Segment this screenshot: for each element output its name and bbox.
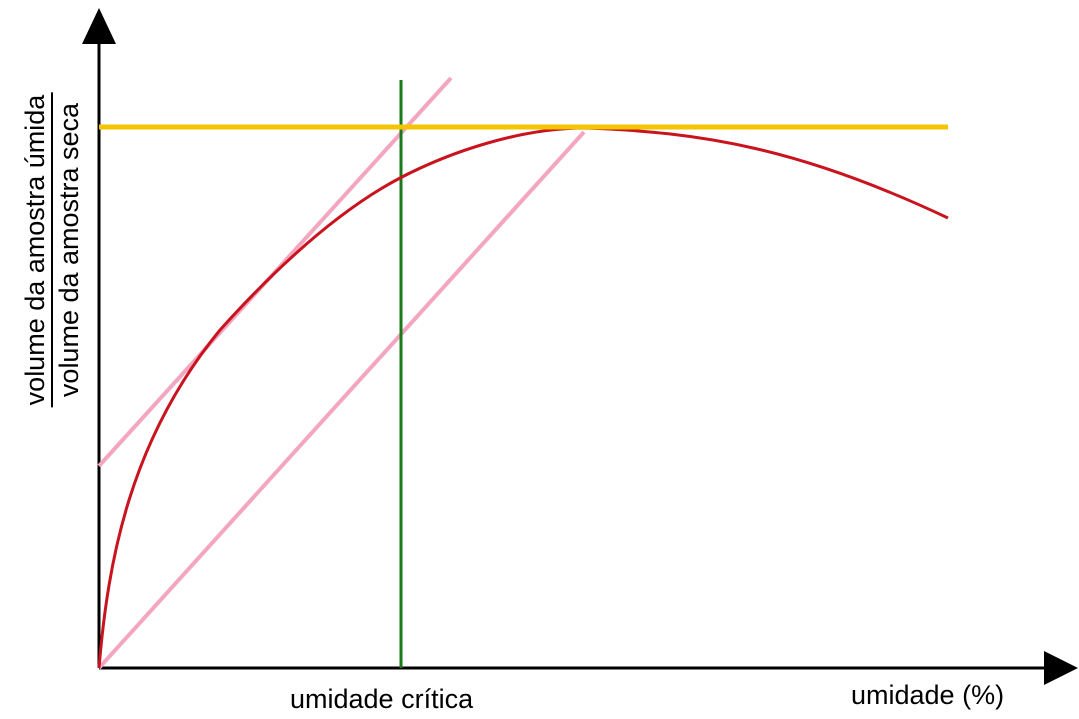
y-axis-arrowhead <box>82 8 116 44</box>
y-axis-label-denominator: volume da amostra seca <box>54 102 84 398</box>
x-axis-label: umidade (%) <box>851 680 1005 710</box>
swelling-curve <box>97 126 949 669</box>
tangent-line-lower <box>97 130 586 670</box>
x-axis-arrowhead <box>1044 651 1078 685</box>
y-axis-label-numerator: volume da amostra úmida <box>20 92 53 408</box>
critical-humidity-label: umidade crítica <box>290 684 474 714</box>
